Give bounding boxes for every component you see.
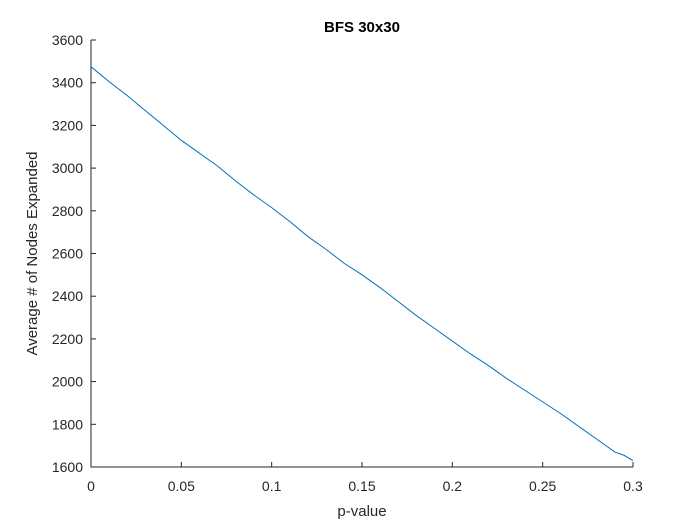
y-tick-label: 1600 [52,459,83,475]
y-tick-label: 1800 [52,416,83,432]
y-tick-label: 2000 [52,374,83,390]
y-tick-label: 3000 [52,160,83,176]
y-tick-label: 3400 [52,75,83,91]
x-tick-label: 0.2 [443,478,463,494]
chart-title: BFS 30x30 [324,19,400,36]
y-tick-label: 2200 [52,331,83,347]
series-line [90,66,634,462]
axis-lines [90,40,633,468]
x-tick-label: 0.1 [262,478,282,494]
x-tick-label: 0 [87,478,95,494]
x-tick-label: 0.15 [348,478,375,494]
x-axis-label: p-value [337,503,386,520]
x-tick-label: 0.05 [168,478,195,494]
y-tick-label: 2600 [52,246,83,262]
plot-area: 1600 1800 2000 2200 2400 2600 2800 3000 3200 3400… [52,32,643,494]
y-axis-ticks: 1600 1800 2000 2200 2400 2600 2800 3000 3200 3400… [52,32,96,475]
y-tick-label: 3600 [52,32,83,48]
y-tick-label: 2400 [52,288,83,304]
y-axis-label: Average # of Nodes Expanded [24,151,41,355]
x-tick-label: 0.25 [529,478,556,494]
x-axis-ticks: 0 0.05 0.1 0.15 0.2 0.25 0.3 [87,462,643,494]
y-tick-label: 3200 [52,117,83,133]
y-tick-label: 2800 [52,203,83,219]
x-tick-label: 0.3 [623,478,643,494]
